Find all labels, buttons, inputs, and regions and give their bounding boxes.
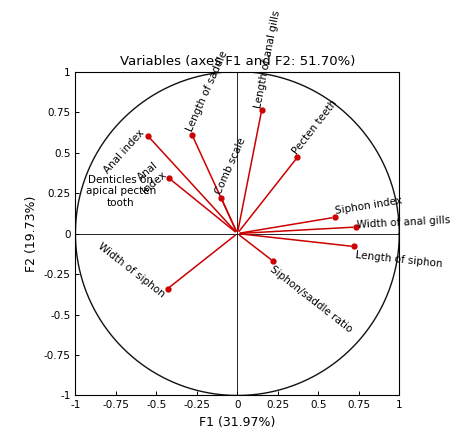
Text: Denticles on
apical pecten
tooth: Denticles on apical pecten tooth [86, 175, 156, 208]
Text: Length of saddle: Length of saddle [184, 49, 229, 133]
Text: Width of siphon: Width of siphon [96, 242, 166, 300]
Title: Variables (axes F1 and F2: 51.70%): Variables (axes F1 and F2: 51.70%) [119, 55, 355, 68]
Text: Pecten teeth: Pecten teeth [291, 98, 339, 156]
Text: Width of anal gills: Width of anal gills [356, 216, 451, 230]
Text: Siphon/saddle ratio: Siphon/saddle ratio [268, 264, 355, 334]
Text: Anal
index: Anal index [132, 160, 168, 195]
Text: Siphon index: Siphon index [335, 195, 403, 216]
Text: Comb scale: Comb scale [214, 137, 247, 196]
Y-axis label: F2 (19.73%): F2 (19.73%) [25, 195, 38, 272]
Text: Length of anal gills: Length of anal gills [254, 9, 282, 109]
X-axis label: F1 (31.97%): F1 (31.97%) [199, 416, 275, 429]
Text: Length of siphon: Length of siphon [355, 250, 442, 269]
Text: Anal index: Anal index [102, 128, 146, 176]
